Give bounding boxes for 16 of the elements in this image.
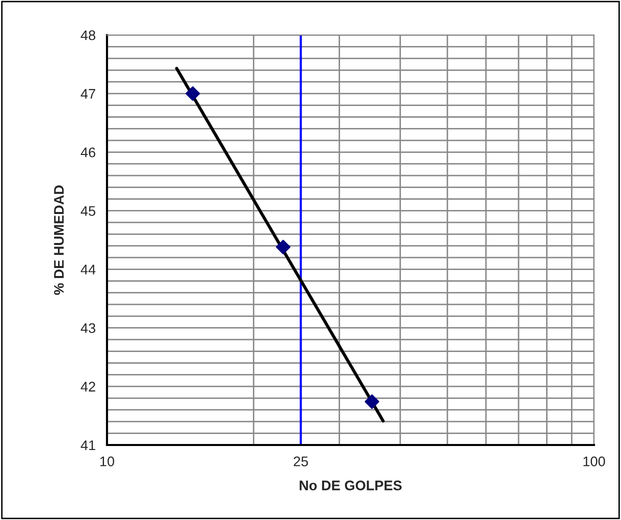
x-axis-title: No DE GOLPES <box>300 480 402 490</box>
y-tick-label: 45 <box>80 206 96 216</box>
x-tick-label: 25 <box>294 456 308 466</box>
x-tick-label: 100 <box>583 456 606 466</box>
point <box>185 86 200 101</box>
y-tick-label: 46 <box>80 147 96 158</box>
x-tick-label: 10 <box>100 456 114 466</box>
y-tick-label: 48 <box>80 30 96 40</box>
y-tick-label: 41 <box>80 440 96 450</box>
y-tick-label: 42 <box>80 382 96 392</box>
y-tick-label: 47 <box>80 89 96 99</box>
point <box>276 240 290 254</box>
point <box>364 394 380 409</box>
y-axis-title: % DE HUMEDAD <box>54 185 64 295</box>
y-tick-label: 43 <box>80 323 96 334</box>
y-tick-label: 44 <box>80 264 96 274</box>
